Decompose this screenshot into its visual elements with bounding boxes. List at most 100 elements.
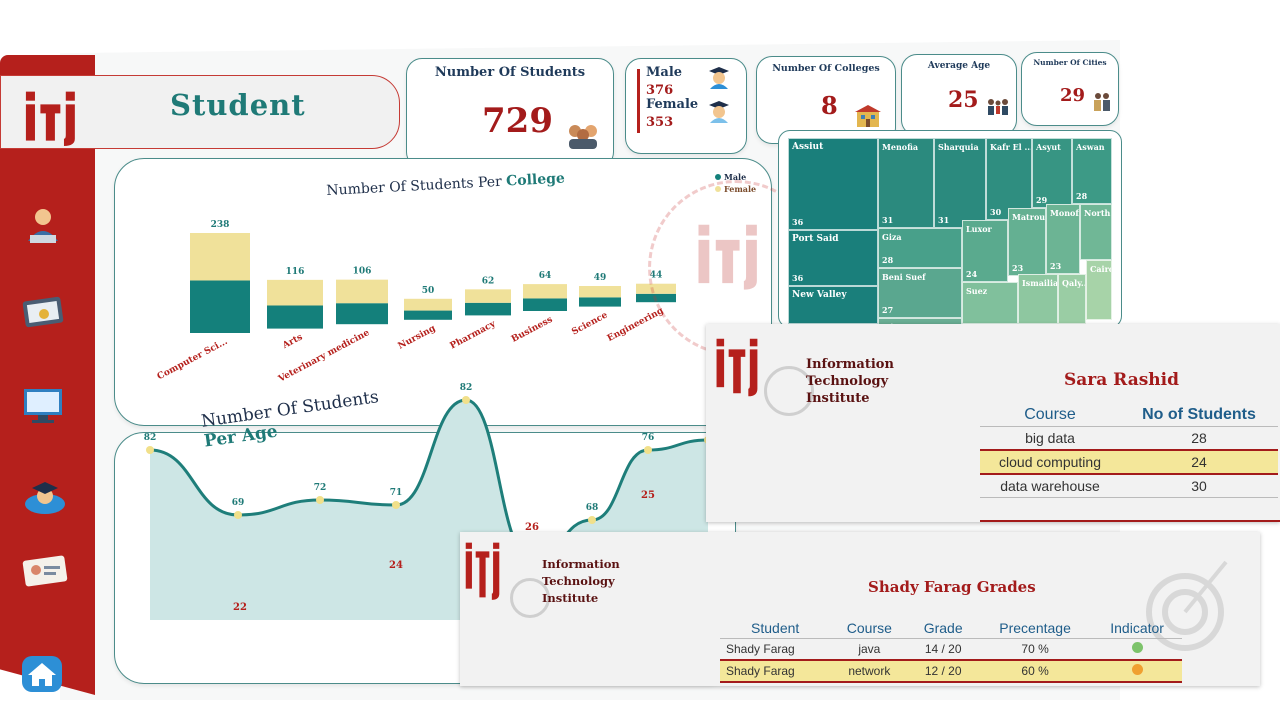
table-row[interactable]: Shady Farag java 14 / 20 70 % [720,639,1182,661]
report2-org-line1: Information [542,557,620,571]
age-value-label: 71 [390,488,403,498]
treemap-cell[interactable]: Cairo [1086,260,1112,320]
students-group-icon [565,121,601,153]
age-value-label: 82 [460,383,473,393]
age-point[interactable] [644,446,652,454]
kpi-students-value: 729 [482,101,553,141]
bar-female[interactable] [267,279,323,306]
treemap-cell-value: 31 [882,215,894,225]
college-chart-title-accent: College [505,170,566,190]
treemap-cell-value: 28 [1076,191,1088,201]
treemap-cell-name: Qaly... [1062,278,1085,288]
grades-report-window: Information Technology Institute Shady F… [460,532,1260,686]
female-value: 353 [646,115,674,130]
header-logo [18,88,90,146]
target-watermark-icon [1140,552,1230,656]
age-axis-label: 22 [233,602,247,613]
treemap-cell[interactable]: Ismailia [1018,274,1058,324]
treemap-cell[interactable]: Kafr El ... 30 [986,138,1032,220]
treemap-cell-value: 30 [990,207,1002,217]
table-row[interactable]: big data 28 [980,427,1278,451]
kpi-age-value: 25 [948,87,979,113]
bar-male[interactable] [190,280,250,333]
treemap-cell[interactable]: Matrouh 23 [1008,208,1046,276]
treemap-cell[interactable]: Monofia 23 [1046,204,1080,274]
treemap-cell[interactable]: Giza 28 [878,228,962,268]
bar-total-label: 238 [211,220,230,230]
report1-table: Course No of Students big data 28 cloud … [980,404,1278,498]
kpi-age-card: Average Age 25 [901,54,1017,136]
certificate-icon[interactable] [22,296,64,330]
kpi-cities-label: Number Of Cities [1033,58,1107,67]
category-tick-label: Nursing [397,323,438,351]
table-row-highlighted[interactable]: Shady Farag network 12 / 20 60 % [720,660,1182,682]
treemap-cell[interactable]: Aswan 28 [1072,138,1112,204]
treemap-cell[interactable]: Beni Suef 27 [878,268,962,318]
report1-org-line1: Information [806,357,894,372]
bar-female[interactable] [465,289,511,303]
table-row[interactable]: data warehouse 30 [980,474,1278,498]
report2-org: Information Technology Institute [542,556,620,607]
treemap-cell-value: 31 [938,215,950,225]
id-card-icon[interactable] [22,554,68,588]
treemap-cell-value: 29 [1036,195,1048,205]
age-value-label: 68 [586,503,599,513]
cell-course: data warehouse [1000,478,1100,494]
treemap-cell[interactable]: Luxor 24 [962,220,1008,282]
bar-male[interactable] [336,303,388,325]
treemap-cell[interactable]: Asyut 29 [1032,138,1072,208]
age-point[interactable] [588,516,596,524]
treemap-cell[interactable]: Qaly... [1058,274,1086,324]
treemap-cell[interactable]: Menofia 31 [878,138,934,228]
treemap-cell[interactable]: Port Said 36 [788,230,878,286]
cell-grade: 12 / 20 [924,664,962,678]
age-point[interactable] [316,496,324,504]
report1-header-row: Course No of Students [980,404,1278,427]
bar-total-label: 62 [482,276,495,286]
treemap-cell[interactable]: North ... [1080,204,1112,260]
treemap-cell-name: Monofia [1050,208,1079,218]
kpi-gender-card: Male 376 Female 353 [625,58,747,154]
bar-female[interactable] [190,233,250,281]
cell-indicator [1092,660,1182,682]
report1-org: Information Technology Institute [806,356,894,407]
bar-male[interactable] [579,297,621,307]
bar-female[interactable] [336,279,388,304]
watermark-iti [692,210,772,304]
treemap-cell-name: Suez [966,286,988,296]
treemap-cell-name: New Valley [792,290,847,300]
city-treemap: Assiut 36 Port Said 36 New Valley Menofia 31 Sh… [788,138,1112,324]
age-point[interactable] [234,511,242,519]
table-row-highlighted[interactable]: cloud computing 24 [980,450,1278,474]
age-point[interactable] [146,446,154,454]
home-icon[interactable] [22,656,62,692]
indicator-dot-orange [1131,664,1143,675]
treemap-cell[interactable]: Sharquia 31 [934,138,986,228]
report1-footer-line [980,520,1280,522]
female-label: Female [646,97,699,112]
age-point[interactable] [462,396,470,404]
bar-male[interactable] [267,305,323,329]
treemap-cell[interactable]: Suez [962,282,1018,324]
bar-male[interactable] [465,302,511,316]
treemap-cell[interactable]: ...iyya [878,318,962,324]
column-header-student: Student [720,618,831,639]
treemap-cell[interactable]: New Valley [788,286,878,324]
online-course-icon[interactable] [22,385,64,423]
bar-female[interactable] [523,284,567,299]
treemap-cell[interactable]: Assiut 36 [788,138,878,230]
age-point[interactable] [392,501,400,509]
treemap-cell-value: 28 [882,255,894,265]
bar-female[interactable] [579,286,621,298]
bar-male[interactable] [523,298,567,311]
kpi-cities-card: Number Of Cities 29 [1021,52,1119,126]
bar-male[interactable] [404,310,452,320]
student-icon[interactable] [22,205,64,243]
bar-female[interactable] [404,298,452,311]
male-graduate-icon [706,65,732,93]
gender-divider [637,69,640,133]
kpi-age-label: Average Age [927,61,991,71]
graduate-icon[interactable] [22,478,65,514]
